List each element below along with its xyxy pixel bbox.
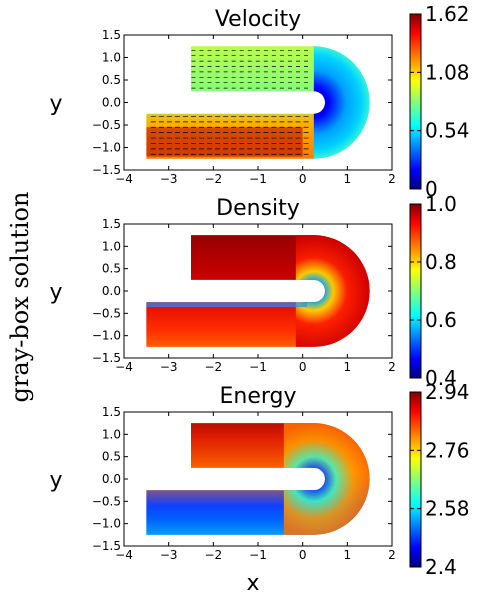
colorbar-tick-label: 0.8 xyxy=(425,250,457,274)
field-velocity xyxy=(146,46,370,159)
colorbar xyxy=(409,391,422,568)
y-tick-label: −1.0 xyxy=(92,517,121,531)
y-tick-label: 0.0 xyxy=(102,472,121,486)
y-tick-label: −0.5 xyxy=(92,118,121,132)
x-tick-label: −2 xyxy=(204,172,222,186)
y-tick-label: −1.5 xyxy=(92,163,121,177)
colorbar-tick-label: 1.62 xyxy=(425,2,470,26)
x-tick-label: −4 xyxy=(115,172,133,186)
x-tick-label: 2 xyxy=(388,548,396,562)
panel-energy: Energy y −4 −3 −2 −1 0 1 2 −1.5 −1.0 −0.5 0.0 0.5 1.0 1… xyxy=(49,380,469,579)
colorbar xyxy=(409,203,422,379)
x-tick-label: −2 xyxy=(204,360,222,374)
y-tick-label: 1.5 xyxy=(102,28,121,42)
x-axis-label: x xyxy=(246,571,259,593)
colorbar-tick-label: 2.76 xyxy=(425,438,470,462)
y-tick-label: 0.5 xyxy=(102,262,121,276)
colorbar-tick-label: 2.58 xyxy=(425,497,470,521)
y-tick-label: 1.0 xyxy=(102,239,121,253)
y-tick-label: 1.0 xyxy=(102,51,121,65)
x-tick-label: 0 xyxy=(299,548,307,562)
side-label: gray-box solution xyxy=(6,192,34,403)
x-tick-label: 2 xyxy=(388,172,396,186)
panel-velocity: Velocity y −4 −3 −2 −1 0 1 2 −1.5 −1.0 −0.5 0.0 0.5 1.… xyxy=(49,2,469,201)
x-tick-label: −3 xyxy=(160,172,178,186)
x-tick-label: 2 xyxy=(388,360,396,374)
x-tick-label: 1 xyxy=(344,548,352,562)
colorbar-tick-label: 0 xyxy=(425,177,438,201)
colorbar-tick-label: 2.94 xyxy=(425,380,470,404)
colorbar-tick-label: 2.4 xyxy=(425,555,457,579)
x-tick-label: −2 xyxy=(204,548,222,562)
x-tick-label: −1 xyxy=(249,172,267,186)
x-tick-label: −3 xyxy=(160,548,178,562)
y-tick-label: 0.5 xyxy=(102,73,121,87)
panels: Velocity y −4 −3 −2 −1 0 1 2 −1.5 −1.0 −0.5 0.0 0.5 1.… xyxy=(49,2,469,579)
y-tick-label: 0.5 xyxy=(102,450,121,464)
panel-title: Energy xyxy=(219,384,296,409)
panel-title: Velocity xyxy=(215,7,301,32)
y-tick-label: 0.0 xyxy=(102,96,121,110)
x-tick-label: −4 xyxy=(115,360,133,374)
y-axis-label: y xyxy=(49,92,62,117)
field-energy xyxy=(146,423,370,535)
y-tick-label: −0.5 xyxy=(92,306,121,320)
x-tick-label: 1 xyxy=(344,172,352,186)
colorbar-tick-label: 1.0 xyxy=(425,192,457,216)
y-axis-label: y xyxy=(49,468,62,493)
x-tick-label: 1 xyxy=(344,360,352,374)
y-tick-label: 1.5 xyxy=(102,217,121,231)
y-tick-label: −1.0 xyxy=(92,141,121,155)
x-tick-label: 0 xyxy=(299,172,307,186)
y-tick-label: 1.0 xyxy=(102,427,121,441)
y-axis-label: y xyxy=(49,280,62,305)
colorbar-tick-label: 1.08 xyxy=(425,60,470,84)
y-tick-label: −1.5 xyxy=(92,539,121,553)
y-tick-label: 1.5 xyxy=(102,405,121,419)
x-tick-label: −3 xyxy=(160,360,178,374)
y-tick-label: −1.5 xyxy=(92,351,121,365)
y-tick-label: 0.0 xyxy=(102,284,121,298)
colorbar-tick-label: 0.4 xyxy=(425,366,457,390)
colorbar-tick-label: 0.54 xyxy=(425,119,470,143)
x-tick-label: −1 xyxy=(249,360,267,374)
field-density xyxy=(146,235,370,347)
x-tick-label: 0 xyxy=(299,360,307,374)
panel-density: Density y −4 −3 −2 −1 0 1 2 −1.5 −1.0 −0.5 0.0 0.5 1.0… xyxy=(49,192,456,390)
panel-title: Density xyxy=(216,196,300,221)
y-tick-label: −0.5 xyxy=(92,494,121,508)
x-tick-label: −1 xyxy=(249,548,267,562)
colorbar xyxy=(409,13,422,190)
y-tick-label: −1.0 xyxy=(92,329,121,343)
colorbar-tick-label: 0.6 xyxy=(425,308,457,332)
x-tick-label: −4 xyxy=(115,548,133,562)
